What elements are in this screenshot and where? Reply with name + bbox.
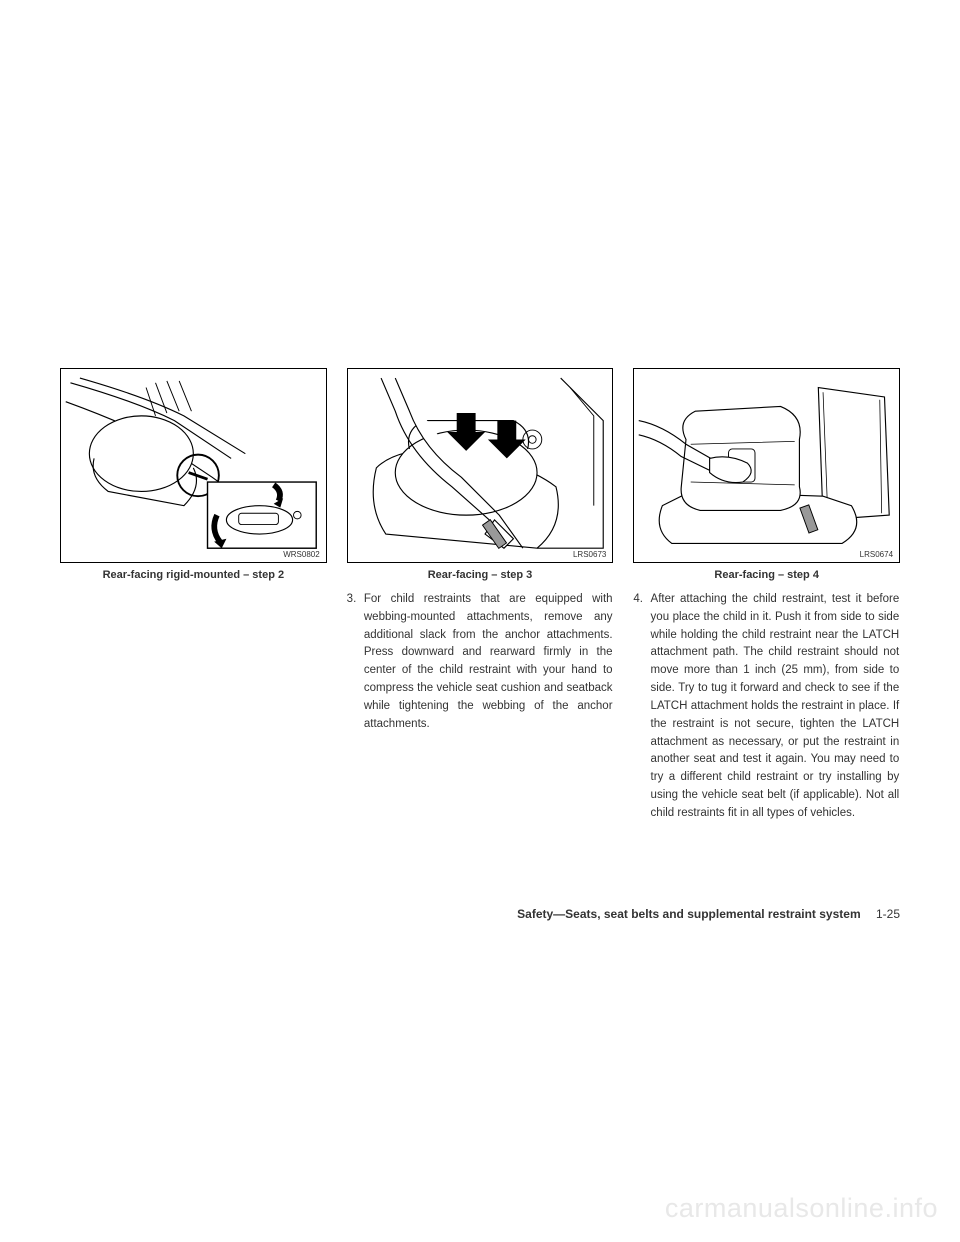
figure-1-caption: Rear-facing rigid-mounted – step 2 [60, 569, 327, 581]
figure-2: LRS0673 [347, 368, 614, 563]
page-content: WRS0802 Rear-facing rigid-mounted – step… [60, 368, 900, 823]
figure-3-caption: Rear-facing – step 4 [633, 569, 900, 581]
watermark: carmanualsonline.info [665, 1193, 938, 1224]
figure-2-caption: Rear-facing – step 3 [347, 569, 614, 581]
figure-3: LRS0674 [633, 368, 900, 563]
step-3-num: 3. [347, 591, 361, 609]
figure-3-illustration [634, 369, 899, 562]
figure-2-code: LRS0673 [573, 550, 606, 559]
column-3: LRS0674 Rear-facing – step 4 4. After at… [633, 368, 900, 823]
figure-1: WRS0802 [60, 368, 327, 563]
figure-1-code: WRS0802 [283, 550, 319, 559]
step-3: 3. For child restraints that are equippe… [347, 591, 614, 734]
column-2: LRS0673 Rear-facing – step 3 3. For chil… [347, 368, 614, 823]
figure-2-illustration [348, 369, 613, 562]
footer: Safety—Seats, seat belts and supplementa… [60, 907, 900, 921]
step-4: 4. After attaching the child restraint, … [633, 591, 900, 823]
step-4-num: 4. [633, 591, 647, 609]
step-4-text: After attaching the child restraint, tes… [651, 591, 900, 823]
step-3-text: For child restraints that are equipped w… [364, 591, 613, 734]
column-1: WRS0802 Rear-facing rigid-mounted – step… [60, 368, 327, 823]
footer-section: Safety—Seats, seat belts and supplementa… [517, 907, 860, 921]
footer-page: 1-25 [876, 907, 900, 921]
figure-1-illustration [61, 369, 326, 562]
figure-3-code: LRS0674 [860, 550, 893, 559]
